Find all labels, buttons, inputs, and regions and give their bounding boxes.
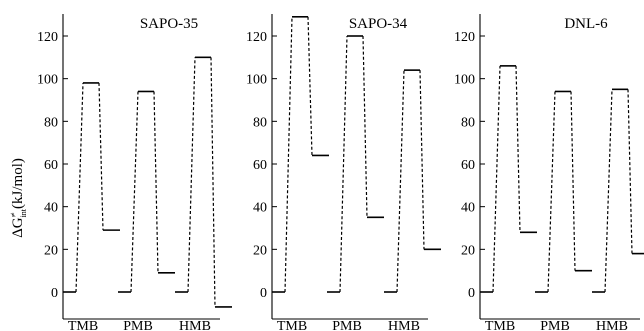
y-tick-label: 80 — [253, 115, 267, 130]
connector-down — [153, 91, 159, 273]
y-tick-label: 80 — [44, 115, 58, 130]
y-axis-label-sub: int — [19, 208, 28, 217]
y-tick-label: 0 — [51, 286, 58, 301]
connector-down — [419, 70, 425, 250]
connector-up — [75, 82, 84, 293]
connector-down — [362, 35, 368, 218]
connector-up — [604, 89, 613, 293]
series-HMB — [175, 56, 232, 308]
y-tick-label: 0 — [260, 286, 267, 301]
x-tick-label: TMB — [68, 319, 98, 331]
x-tick-label: PMB — [123, 319, 153, 331]
connector-down — [515, 65, 521, 233]
x-tick-label: TMB — [277, 319, 307, 331]
y-axis-label-unit: (kJ/mol) — [10, 158, 26, 209]
connector-up — [492, 65, 501, 293]
y-tick-label: 120 — [37, 30, 58, 45]
y-tick-label: 100 — [246, 73, 267, 88]
y-tick-label: 120 — [454, 30, 475, 45]
connector-up — [187, 57, 196, 293]
panel-1: 0 20 40 60 80 100 120 SAPO-35 TMB PMB HMB — [37, 14, 232, 331]
series-HMB — [384, 69, 441, 293]
series-PMB — [535, 90, 592, 293]
x-tick-label: HMB — [179, 319, 211, 331]
y-tick-label: 40 — [44, 201, 58, 216]
y-tick-label: 60 — [461, 158, 475, 173]
y-tick-label: 100 — [37, 73, 58, 88]
series-TMB — [63, 82, 120, 293]
panel-title: SAPO-34 — [349, 16, 408, 32]
series-TMB — [480, 65, 537, 293]
y-tick-label: 100 — [454, 73, 475, 88]
x-tick-label: PMB — [540, 319, 570, 331]
y-tick-label: 20 — [461, 243, 475, 258]
connector-down — [307, 16, 313, 156]
series-PMB — [118, 90, 175, 293]
connector-down — [98, 82, 104, 231]
y-tick-label: 60 — [44, 158, 58, 173]
series-PMB — [327, 35, 384, 293]
y-axis-label-main: ΔG — [10, 217, 26, 238]
x-tick-label: TMB — [485, 319, 515, 331]
y-tick-label: 40 — [461, 201, 475, 216]
y-tick-label: 0 — [468, 286, 475, 301]
y-tick-label: 40 — [253, 201, 267, 216]
panel-title: DNL-6 — [564, 16, 608, 32]
panel-3: 0 20 40 60 80 100 120 DNL-6 TMB PMB HMB — [454, 14, 644, 331]
y-tick-label: 120 — [246, 30, 267, 45]
x-tick-label: HMB — [596, 319, 628, 331]
x-tick-label: HMB — [388, 319, 420, 331]
panels: 0 20 40 60 80 100 120 SAPO-35 TMB PMB HMB 0 20 40 60 80… — [37, 14, 644, 331]
y-tick-label: 60 — [253, 158, 267, 173]
y-tick-label: 20 — [44, 243, 58, 258]
panel-title: SAPO-35 — [140, 16, 198, 32]
y-axis-label: ΔG≠int(kJ/mol) — [8, 158, 28, 238]
series-HMB — [592, 88, 644, 293]
connector-up — [396, 70, 405, 293]
y-tick-label: 20 — [253, 243, 267, 258]
x-tick-label: PMB — [332, 319, 362, 331]
connector-down — [627, 89, 633, 254]
series-TMB — [272, 15, 329, 293]
connector-up — [130, 91, 139, 293]
connector-up — [284, 16, 293, 293]
y-tick-label: 80 — [461, 115, 475, 130]
connector-up — [547, 91, 556, 293]
y-axis-label-sup: ≠ — [8, 212, 18, 217]
connector-down — [570, 91, 576, 271]
connector-up — [339, 35, 348, 293]
panel-2: 0 20 40 60 80 100 120 SAPO-34 TMB PMB HMB — [246, 14, 441, 331]
connector-down — [210, 57, 216, 307]
